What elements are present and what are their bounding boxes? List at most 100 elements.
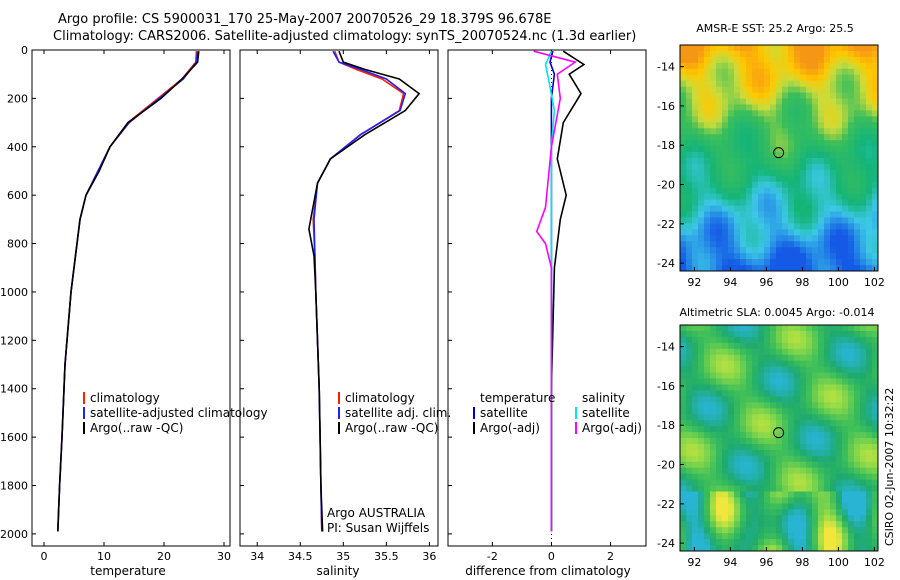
- heatmap-cell: [812, 229, 819, 236]
- heatmap-cell: [710, 336, 717, 344]
- heatmap-cell: [860, 420, 867, 427]
- heatmap-cell: [866, 253, 873, 260]
- legend-heading-temperature: temperature: [480, 391, 555, 405]
- heatmap-cell: [716, 86, 723, 94]
- heatmap-cell: [758, 56, 765, 64]
- heatmap-cell: [848, 175, 855, 183]
- heatmap-cell: [758, 503, 765, 510]
- x-tick-label: 94: [723, 556, 737, 569]
- heatmap-cell: [860, 432, 867, 439]
- heatmap-cell: [788, 545, 795, 551]
- heatmap-cell: [800, 253, 807, 260]
- heatmap-cell: [704, 461, 711, 469]
- heatmap-cell: [770, 104, 777, 112]
- heatmap-cell: [686, 461, 693, 469]
- heatmap-cell: [740, 396, 747, 403]
- heatmap-cell: [788, 396, 795, 403]
- heatmap-cell: [728, 253, 735, 260]
- heatmap-cell: [698, 68, 705, 76]
- heatmap-cell: [752, 342, 759, 350]
- heatmap-cell: [686, 497, 693, 505]
- heatmap-cell: [836, 140, 843, 147]
- legend-label-temp-satellite: satellite: [480, 406, 528, 420]
- heatmap-cell: [830, 62, 837, 70]
- heatmap-cell: [836, 378, 843, 386]
- heatmap-cell: [830, 223, 837, 230]
- heatmap-cell: [770, 348, 777, 356]
- heatmap-cell: [812, 110, 819, 117]
- heatmap-cell: [764, 158, 771, 165]
- heatmap-cell: [746, 485, 753, 493]
- heatmap-cell: [710, 461, 717, 469]
- heatmap-cell: [734, 443, 741, 451]
- heatmap-cell: [854, 497, 861, 505]
- heatmap-cell: [812, 187, 819, 195]
- heatmap-cell: [824, 479, 831, 487]
- heatmap-cell: [752, 372, 759, 380]
- heatmap-cell: [812, 396, 819, 403]
- heatmap-cell: [722, 461, 729, 469]
- heatmap-cell: [740, 443, 747, 451]
- heatmap-cell: [872, 455, 878, 463]
- heatmap-cell: [764, 163, 771, 171]
- heatmap-cell: [806, 217, 813, 225]
- heatmap-cell: [806, 366, 813, 374]
- heatmap-cell: [764, 235, 771, 242]
- heatmap-cell: [698, 259, 705, 266]
- heatmap-cell: [734, 360, 741, 368]
- heatmap-cell: [752, 146, 759, 153]
- heatmap-cell: [776, 515, 783, 522]
- heatmap-cell: [848, 408, 855, 415]
- heatmap-cell: [746, 62, 753, 70]
- heatmap-cell: [836, 158, 843, 165]
- heatmap-cell: [800, 461, 807, 469]
- heatmap-cell: [782, 366, 789, 374]
- heatmap-cell: [842, 461, 849, 469]
- heatmap-cell: [716, 211, 723, 219]
- heatmap-cell: [734, 169, 741, 177]
- heatmap-cell: [740, 92, 747, 100]
- heatmap-cell: [770, 175, 777, 183]
- heatmap-cell: [836, 414, 843, 421]
- heatmap-cell: [728, 110, 735, 117]
- heatmap-cell: [776, 140, 783, 147]
- heatmap-cell: [764, 223, 771, 230]
- heatmap-cell: [806, 426, 813, 433]
- heatmap-cell: [782, 325, 789, 332]
- heatmap-cell: [830, 122, 837, 129]
- heatmap-cell: [716, 384, 723, 392]
- temperature-xlabel: temperature: [90, 564, 165, 578]
- x-tick-label: 96: [759, 276, 773, 289]
- heatmap-cell: [776, 414, 783, 421]
- heatmap-cell: [728, 491, 735, 499]
- heatmap-cell: [692, 408, 699, 415]
- heatmap-cell: [872, 181, 878, 189]
- heatmap-cell: [686, 372, 693, 380]
- heatmap-cell: [728, 163, 735, 171]
- heatmap-cell: [854, 378, 861, 386]
- heatmap-cell: [758, 169, 765, 177]
- heatmap-cell: [716, 461, 723, 469]
- heatmap-cell: [776, 56, 783, 64]
- heatmap-cell: [704, 98, 711, 106]
- heatmap-cell: [824, 158, 831, 165]
- heatmap-cell: [704, 408, 711, 415]
- heatmap-cell: [740, 175, 747, 183]
- heatmap-cell: [812, 152, 819, 159]
- x-tick-label: 34.5: [288, 550, 313, 563]
- heatmap-cell: [842, 92, 849, 100]
- heatmap-cell: [704, 330, 711, 338]
- heatmap-cell: [758, 205, 765, 213]
- heatmap-cell: [824, 62, 831, 70]
- series-line-argo-raw-qc-: [308, 50, 421, 532]
- heatmap-cell: [860, 158, 867, 165]
- heatmap-cell: [824, 402, 831, 409]
- heatmap-cell: [710, 497, 717, 505]
- heatmap-cell: [842, 163, 849, 171]
- heatmap-cell: [824, 80, 831, 88]
- heatmap-cell: [686, 86, 693, 94]
- heatmap-cell: [764, 62, 771, 70]
- heatmap-cell: [680, 539, 687, 546]
- legend-label-satellite: satellite adj. clim.: [345, 406, 451, 420]
- heatmap-cell: [692, 217, 699, 225]
